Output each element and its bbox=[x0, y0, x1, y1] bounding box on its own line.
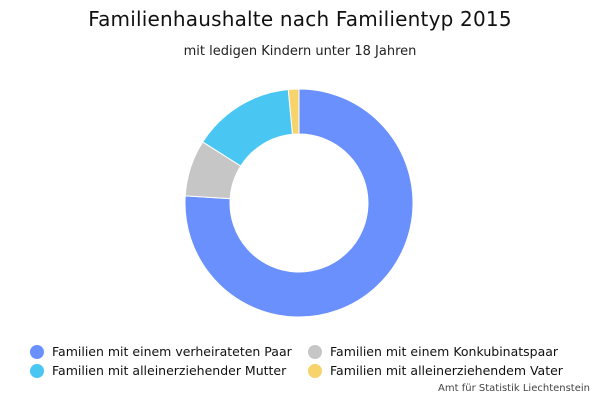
legend-swatch bbox=[308, 344, 322, 359]
chart-subtitle: mit ledigen Kindern unter 18 Jahren bbox=[183, 44, 417, 59]
legend-swatch bbox=[308, 363, 322, 378]
legend-item-alleinerziehender-vater[interactable]: Familien mit alleinerziehendem Vater bbox=[308, 363, 568, 378]
chart-title: Familienhaushalte nach Familientyp 2015 bbox=[88, 7, 512, 31]
legend-swatch bbox=[30, 363, 44, 378]
legend-label: Familien mit alleinerziehendem Vater bbox=[330, 363, 563, 378]
legend-label: Familien mit einem verheirateten Paar bbox=[52, 344, 292, 359]
source-credit: Amt für Statistik Liechtenstein bbox=[438, 383, 590, 394]
donut-slice-verheiratetes-paar[interactable] bbox=[184, 88, 414, 318]
legend-item-alleinerziehende-mutter[interactable]: Familien mit alleinerziehender Mutter bbox=[30, 363, 308, 378]
donut-slice-alleinerziehender-vater[interactable] bbox=[287, 88, 300, 135]
legend-label: Familien mit einem Konkubinatspaar bbox=[330, 344, 559, 359]
legend-label: Familien mit alleinerziehender Mutter bbox=[52, 363, 287, 378]
chart-legend: Familien mit einem verheirateten Paar Fa… bbox=[30, 344, 590, 378]
legend-item-konkubinatspaar[interactable]: Familien mit einem Konkubinatspaar bbox=[308, 344, 568, 359]
legend-swatch bbox=[30, 344, 44, 359]
legend-item-verheiratetes-paar[interactable]: Familien mit einem verheirateten Paar bbox=[30, 344, 308, 359]
